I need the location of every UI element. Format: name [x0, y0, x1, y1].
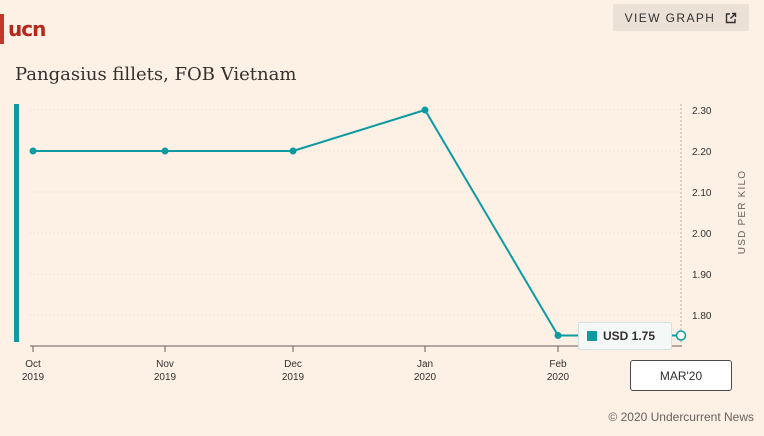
title-accent-bar — [14, 104, 19, 342]
data-point[interactable] — [421, 106, 429, 114]
x-tick-label: Feb — [549, 359, 567, 370]
external-link-icon — [726, 12, 737, 23]
x-tick-label: Nov — [156, 359, 174, 370]
y-tick-label: 2.00 — [692, 229, 712, 240]
x-tick-year: 2019 — [282, 372, 305, 383]
y-tick-label: 2.10 — [692, 188, 712, 199]
data-point[interactable] — [289, 147, 297, 155]
y-tick-label: 1.90 — [692, 270, 712, 281]
y-axis-label: USD PER KILO — [737, 170, 748, 254]
data-point[interactable] — [554, 332, 562, 339]
x-tick-year: 2019 — [154, 372, 177, 383]
data-point[interactable] — [161, 147, 169, 155]
x-tick-label: Jan — [417, 359, 433, 370]
x-tick-year: 2019 — [22, 372, 45, 383]
x-tick-year: 2020 — [547, 372, 570, 383]
y-tick-label: 2.20 — [692, 147, 712, 158]
x-tick-label: Oct — [25, 359, 41, 370]
hover-date-label: MAR'20 — [630, 360, 732, 391]
y-tick-label: 1.80 — [692, 311, 712, 322]
y-tick-label: 2.30 — [692, 106, 712, 117]
chart-title: Pangasius fillets, FOB Vietnam — [15, 64, 297, 85]
value-tooltip: USD 1.75 — [578, 322, 672, 350]
tooltip-value: USD 1.75 — [603, 329, 656, 343]
series-swatch — [587, 331, 597, 341]
logo-text: ucn — [8, 17, 46, 41]
x-tick-year: 2020 — [414, 372, 437, 383]
copyright: © 2020 Undercurrent News — [608, 410, 754, 424]
view-graph-label: VIEW GRAPH — [624, 10, 716, 25]
data-point[interactable] — [29, 147, 37, 155]
series-line — [33, 108, 681, 337]
x-tick-label: Dec — [284, 359, 302, 370]
hover-point[interactable] — [675, 330, 687, 341]
logo: ucn — [0, 14, 46, 44]
view-graph-button[interactable]: VIEW GRAPH — [613, 4, 749, 31]
logo-bar — [0, 14, 4, 44]
